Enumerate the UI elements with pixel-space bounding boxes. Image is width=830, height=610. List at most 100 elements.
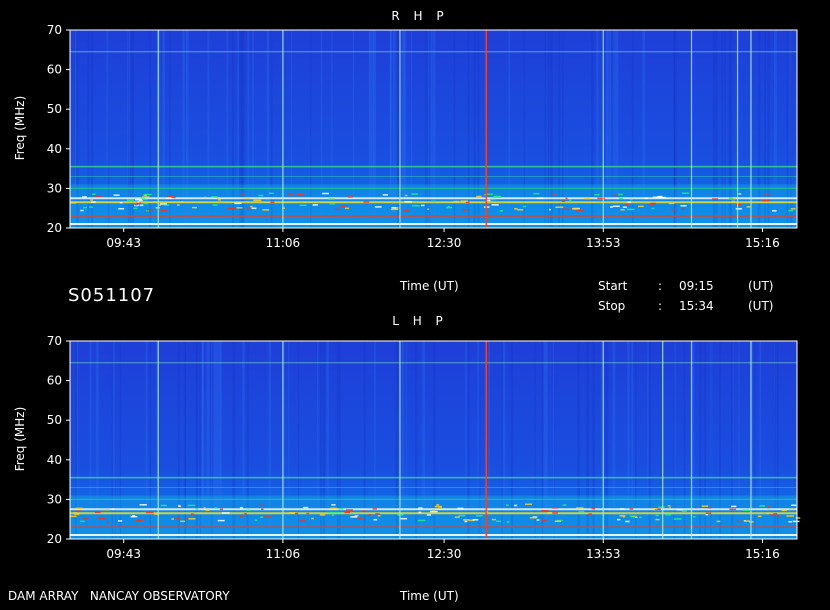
- lhp-burst-speck: [655, 508, 662, 511]
- rhp-burst-speck: [119, 201, 123, 204]
- rhp-texture-column: [291, 30, 293, 228]
- rhp-texture-column: [107, 30, 110, 228]
- lhp-texture-column: [119, 341, 122, 539]
- lhp-texture-column: [114, 341, 116, 539]
- rhp-burst-speck: [299, 204, 307, 207]
- rhp-burst-speck: [251, 207, 257, 210]
- lhp-texture-column: [374, 341, 376, 539]
- rhp-burst-speck: [680, 204, 687, 207]
- lhp-burst-speck: [731, 505, 737, 508]
- lhp-texture-column: [635, 341, 637, 539]
- lhp-burst-speck: [532, 516, 538, 518]
- lhp-burst-speck: [331, 504, 336, 506]
- rhp-texture-column: [266, 30, 270, 228]
- lhp-y-tick-label: 40: [47, 453, 62, 467]
- rhp-texture-column: [127, 30, 130, 228]
- rhp-burst-speck: [536, 197, 544, 200]
- rhp-burst-speck: [270, 201, 275, 203]
- rhp-burst-speck: [91, 201, 96, 203]
- lhp-burst-speck: [639, 516, 642, 519]
- lhp-burst-speck: [616, 518, 621, 521]
- rhp-burst-speck: [164, 204, 170, 206]
- lhp-burst-speck: [781, 509, 787, 512]
- lhp-texture-column: [545, 341, 548, 539]
- lhp-texture-column: [322, 341, 326, 539]
- lhp-texture-column: [592, 341, 595, 539]
- rhp-texture-column: [352, 30, 355, 228]
- lhp-texture-column: [201, 341, 204, 539]
- lhp-burst-speck: [529, 517, 537, 519]
- rhp-texture-column: [232, 30, 235, 228]
- rhp-burst-speck: [212, 204, 218, 206]
- rhp-burst-speck: [612, 194, 619, 197]
- rhp-burst-speck: [576, 209, 584, 212]
- lhp-texture-column: [773, 341, 776, 539]
- lhp-burst-speck: [591, 507, 596, 510]
- lhp-burst-speck: [334, 511, 342, 514]
- lhp-texture-column: [510, 341, 514, 539]
- lhp-texture-column: [395, 341, 398, 539]
- rhp-burst-speck: [548, 208, 552, 211]
- time-axis-label-bottom: Time (UT): [399, 589, 459, 603]
- rhp-burst-speck: [218, 199, 221, 201]
- lhp-burst-speck: [377, 514, 381, 517]
- rhp-burst-speck: [145, 209, 149, 212]
- lhp-burst-speck: [299, 520, 306, 522]
- rhp-title: R H P: [391, 9, 448, 23]
- rhp-texture-column: [390, 30, 392, 228]
- rhp-texture-column: [87, 30, 90, 228]
- rhp-texture-column: [596, 30, 599, 228]
- rhp-burst-speck: [258, 194, 264, 197]
- rhp-burst-speck: [569, 199, 572, 202]
- rhp-burst-speck: [334, 208, 340, 211]
- rhp-burst-speck: [427, 208, 430, 211]
- lhp-y-tick-label: 70: [47, 334, 62, 348]
- lhp-texture-column: [759, 341, 762, 539]
- rhp-burst-speck: [788, 209, 793, 212]
- lhp-x-tick-label: 13:53: [586, 547, 621, 561]
- rhp-texture-column: [162, 30, 165, 228]
- lhp-burst-speck: [759, 505, 766, 507]
- lhp-texture-column: [76, 341, 79, 539]
- rhp-burst-speck: [533, 192, 540, 195]
- rhp-burst-speck: [411, 204, 420, 207]
- lhp-burst-speck: [132, 515, 136, 517]
- rhp-burst-speck: [262, 209, 270, 211]
- rhp-texture-column: [130, 30, 132, 228]
- rhp-burst-speck: [171, 196, 176, 199]
- stop-colon: :: [658, 299, 662, 313]
- rhp-low-freq-haze: [70, 184, 797, 228]
- lhp-texture-column: [219, 341, 221, 539]
- rhp-texture-column: [240, 30, 244, 228]
- rhp-burst-speck: [118, 207, 125, 210]
- rhp-texture-column: [129, 30, 131, 228]
- lhp-burst-speck: [676, 508, 683, 511]
- rhp-texture-column: [430, 30, 433, 228]
- start-colon: :: [658, 279, 662, 293]
- rhp-burst-speck: [735, 208, 742, 210]
- lhp-burst-speck: [625, 520, 630, 523]
- lhp-burst-speck: [436, 504, 440, 506]
- rhp-burst-speck: [146, 209, 154, 211]
- rhp-texture-column: [609, 30, 612, 228]
- lhp-burst-speck: [629, 515, 636, 517]
- rhp-y-ticks: 20 30 40 50 60 70: [47, 23, 70, 235]
- rhp-burst-speck: [650, 202, 656, 205]
- rhp-burst-speck: [137, 201, 140, 203]
- rhp-texture-column: [372, 30, 375, 228]
- time-axis-label-top: Time (UT): [399, 279, 459, 293]
- lhp-burst-speck: [205, 509, 210, 512]
- lhp-texture-column: [773, 341, 776, 539]
- lhp-burst-speck: [187, 504, 196, 507]
- lhp-burst-speck: [375, 513, 380, 515]
- lhp-texture-column: [288, 341, 290, 539]
- rhp-burst-speck: [216, 197, 220, 199]
- lhp-burst-speck: [634, 516, 638, 519]
- lhp-burst-speck: [562, 504, 567, 506]
- rhp-burst-speck: [234, 202, 242, 205]
- rhp-plot-area: [69, 29, 798, 229]
- rhp-texture-column: [550, 30, 553, 228]
- rhp-burst-speck: [493, 196, 502, 198]
- rhp-burst-speck: [391, 207, 397, 209]
- lhp-burst-speck: [588, 513, 592, 515]
